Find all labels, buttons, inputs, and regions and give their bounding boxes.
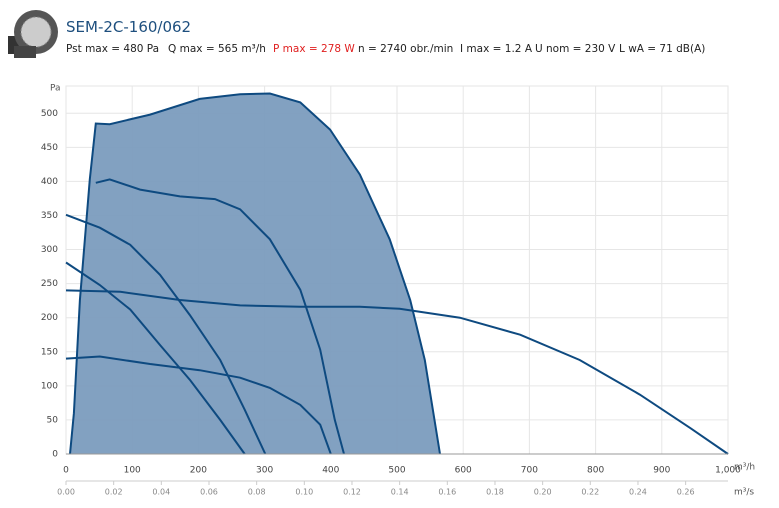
y-tick-label: 400	[41, 177, 58, 187]
x2-tick-label: 0.08	[248, 488, 266, 497]
x-tick-label: 500	[388, 466, 405, 476]
chart-title: SEM-2C-160/062	[66, 18, 192, 36]
product-icon	[8, 10, 58, 58]
x2-tick-label: 0.02	[105, 488, 123, 497]
x2-tick-label: 0.10	[295, 488, 313, 497]
x-axis-label: m³/h	[734, 463, 755, 473]
parameter: L wA = 71 dB(A)	[619, 43, 706, 55]
x2-tick-label: 0.18	[486, 488, 504, 497]
y-tick-label: 0	[52, 450, 58, 460]
x2-axis-label: m³/s	[734, 488, 754, 498]
y-tick-label: 100	[41, 381, 58, 391]
x-tick-label: 800	[587, 466, 604, 476]
x-tick-label: 400	[322, 466, 339, 476]
y-tick-label: 350	[41, 211, 58, 221]
operating-area	[70, 93, 440, 454]
curve	[65, 213, 267, 455]
x-tick-label: 300	[256, 466, 273, 476]
x-tick-label: 0	[63, 466, 69, 476]
x-tick-label: 1,000	[715, 466, 741, 476]
y-tick-label: 450	[41, 143, 58, 153]
x2-tick-label: 0.26	[677, 488, 695, 497]
x2-tick-label: 0.04	[152, 488, 170, 497]
parameter: I max = 1.2 A	[460, 43, 533, 55]
x2-tick-label: 0.20	[534, 488, 552, 497]
curve	[65, 261, 246, 455]
x2-tick-label: 0.16	[438, 488, 456, 497]
y-tick-label: 150	[41, 347, 58, 357]
x2-tick-label: 0.12	[343, 488, 361, 497]
parameter: n = 2740 obr./min	[358, 43, 454, 55]
y-tick-label: 200	[41, 313, 58, 323]
curve	[95, 178, 345, 455]
x2-tick-label: 0.00	[57, 488, 75, 497]
x2-tick-label: 0.14	[391, 488, 409, 497]
parameter: Pst max = 480 Pa	[66, 43, 160, 55]
x-tick-label: 600	[455, 466, 472, 476]
parameter: Q max = 565 m³/h	[168, 43, 266, 55]
x2-tick-label: 0.24	[629, 488, 647, 497]
x-tick-label: 700	[521, 466, 538, 476]
y-tick-label: 500	[41, 109, 58, 119]
parameter: U nom = 230 V	[535, 43, 616, 55]
x2-tick-label: 0.22	[581, 488, 599, 497]
x2-tick-label: 0.06	[200, 488, 218, 497]
curve	[65, 289, 729, 455]
curve	[65, 355, 332, 455]
x-tick-label: 900	[653, 466, 670, 476]
icon-wheel	[20, 16, 52, 48]
y-axis-label: Pa	[50, 84, 61, 94]
x-tick-label: 200	[190, 466, 207, 476]
x-tick-label: 100	[124, 466, 141, 476]
icon-outlet	[14, 46, 36, 58]
curve	[69, 92, 441, 455]
y-tick-label: 250	[41, 279, 58, 289]
y-tick-label: 50	[47, 415, 59, 425]
y-tick-label: 300	[41, 245, 58, 255]
parameter: P max = 278 W	[273, 43, 355, 55]
